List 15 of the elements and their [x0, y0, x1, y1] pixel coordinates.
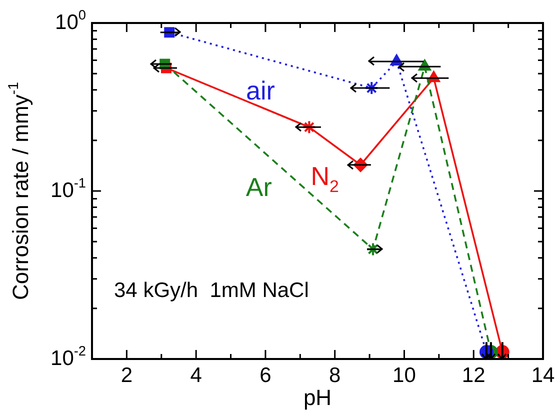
x-tick-label: 4: [190, 364, 202, 387]
point: [364, 81, 379, 96]
annotation: 34 kGy/h 1mM NaCl: [114, 278, 309, 302]
y-axis-title: Corrosion rate / mmy-1: [6, 82, 34, 300]
point: [366, 242, 380, 256]
point: [302, 120, 316, 134]
x-tick-label: 14: [531, 364, 555, 387]
x-tick-label: 8: [329, 364, 341, 387]
x-axis-title: pH: [303, 385, 332, 410]
x-tick-label: 12: [462, 364, 486, 387]
x-tick-label: 10: [392, 364, 416, 387]
x-tick-label: 2: [120, 364, 133, 387]
series-label: Ar: [246, 172, 272, 202]
x-tick-label: 6: [260, 364, 272, 387]
series-label: air: [246, 75, 276, 106]
